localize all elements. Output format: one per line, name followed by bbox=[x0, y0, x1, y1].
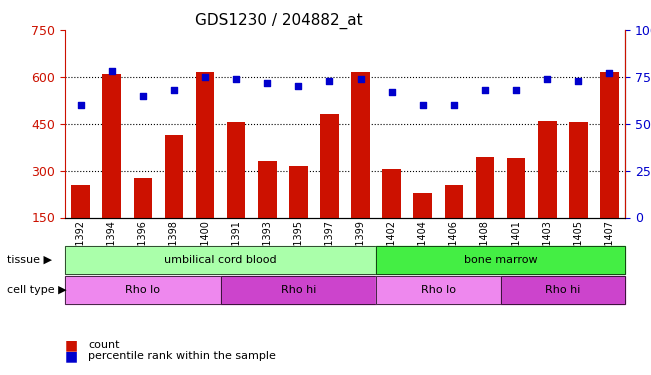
Bar bbox=[413, 192, 432, 217]
Point bbox=[604, 70, 615, 76]
Text: GDS1230 / 204882_at: GDS1230 / 204882_at bbox=[195, 13, 363, 29]
Text: Rho lo: Rho lo bbox=[421, 285, 456, 295]
Text: Rho hi: Rho hi bbox=[545, 285, 581, 295]
Text: Rho hi: Rho hi bbox=[281, 285, 316, 295]
Point bbox=[137, 93, 148, 99]
Bar bbox=[569, 122, 588, 218]
Bar bbox=[258, 161, 277, 218]
Point bbox=[480, 87, 490, 93]
Text: Rho lo: Rho lo bbox=[126, 285, 160, 295]
Bar bbox=[133, 178, 152, 218]
Point bbox=[355, 76, 366, 82]
Bar bbox=[165, 135, 184, 218]
Point bbox=[169, 87, 179, 93]
Point bbox=[324, 78, 335, 84]
Bar bbox=[506, 158, 525, 218]
Point bbox=[76, 102, 86, 108]
Point bbox=[511, 87, 521, 93]
Point bbox=[200, 74, 210, 80]
Text: percentile rank within the sample: percentile rank within the sample bbox=[88, 351, 276, 361]
Bar bbox=[476, 157, 494, 218]
Text: count: count bbox=[88, 340, 119, 350]
Bar bbox=[600, 72, 618, 217]
Point bbox=[387, 89, 397, 95]
Text: tissue ▶: tissue ▶ bbox=[7, 255, 51, 265]
Bar bbox=[102, 74, 121, 217]
Bar bbox=[445, 185, 464, 218]
Point bbox=[262, 80, 273, 86]
Point bbox=[573, 78, 583, 84]
Bar bbox=[196, 72, 214, 217]
Text: ■: ■ bbox=[65, 338, 78, 352]
Point bbox=[231, 76, 242, 82]
Bar bbox=[320, 114, 339, 218]
Point bbox=[542, 76, 553, 82]
Text: cell type ▶: cell type ▶ bbox=[7, 285, 66, 295]
Point bbox=[107, 68, 117, 74]
Text: umbilical cord blood: umbilical cord blood bbox=[164, 255, 277, 265]
Bar bbox=[538, 121, 557, 218]
Point bbox=[417, 102, 428, 108]
Bar bbox=[352, 72, 370, 217]
Text: bone marrow: bone marrow bbox=[464, 255, 537, 265]
Point bbox=[293, 83, 303, 89]
Bar bbox=[289, 166, 308, 218]
Text: ■: ■ bbox=[65, 349, 78, 363]
Bar bbox=[227, 122, 245, 218]
Bar bbox=[382, 169, 401, 217]
Point bbox=[449, 102, 459, 108]
Bar bbox=[72, 185, 90, 218]
